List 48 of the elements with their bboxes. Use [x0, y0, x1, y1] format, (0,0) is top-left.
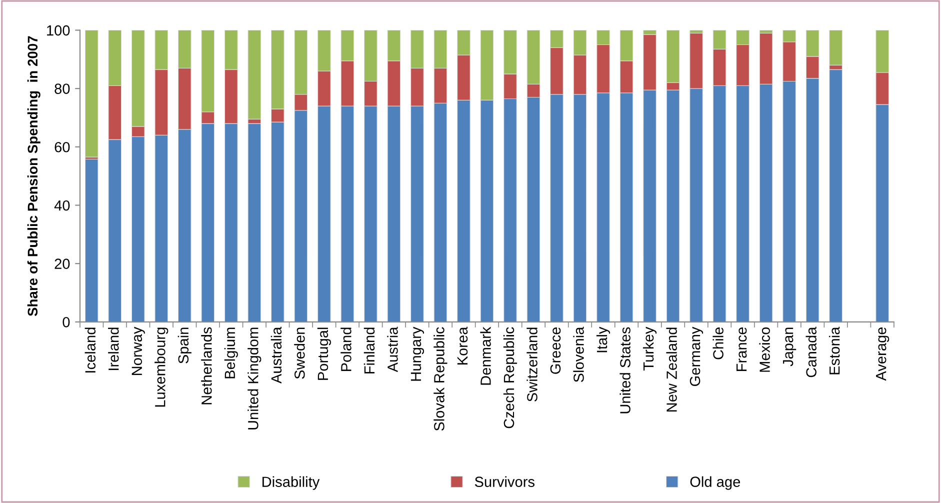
- bar: [84, 30, 98, 158]
- y-tick-label: 0: [62, 317, 70, 328]
- x-tick-label: Italy: [596, 326, 610, 352]
- x-tick-label: Spain: [178, 328, 192, 364]
- x-tick-label: Slovak Republic: [434, 327, 448, 431]
- x-tick-label: Korea: [457, 326, 468, 364]
- x-tick-label: Chile: [712, 327, 724, 360]
- bar: [248, 123, 262, 322]
- legend-label: Old age: [690, 476, 740, 490]
- x-tick-label: Greece: [550, 327, 561, 374]
- x-tick-label: Poland: [340, 328, 352, 371]
- y-tick-label: 80: [54, 84, 70, 94]
- bar: [84, 158, 98, 322]
- x-tick-label: Belgium: [224, 328, 238, 378]
- x-tick-label: Ireland: [108, 328, 119, 370]
- x-tick-label: Turkey: [642, 326, 657, 370]
- x-tick-label: Mexico: [759, 327, 770, 372]
- x-tick-label: Average: [876, 327, 890, 381]
- x-tick-label: Australia: [270, 326, 282, 384]
- x-tick-label: United States: [620, 327, 630, 414]
- x-tick-label: Finland: [364, 328, 375, 374]
- x-tick-label: Netherlands: [201, 327, 212, 404]
- x-tick-label: Switzerland: [526, 328, 538, 402]
- x-tick-label: Canada: [806, 326, 816, 378]
- x-tick-label: Norway: [132, 326, 145, 376]
- x-tick-label: Denmark: [480, 326, 491, 385]
- x-tick-label: Luxembourg: [154, 328, 168, 407]
- x-tick-label: Germany: [690, 326, 704, 386]
- y-axis-title: Share of Public Pension Spending in 2007: [27, 36, 40, 316]
- y-tick-label: 20: [54, 258, 70, 269]
- y-tick-label: 40: [54, 200, 70, 211]
- x-tick-label: Slovenia: [573, 326, 584, 382]
- y-tick-label: 60: [54, 142, 70, 152]
- x-tick-label: France: [736, 327, 747, 371]
- x-tick-label: Czech Republic: [503, 327, 518, 428]
- x-tick-label: New Zealand: [666, 328, 677, 412]
- x-tick-label: Portugal: [317, 328, 331, 380]
- x-tick-label: United Kingdom: [248, 328, 262, 430]
- x-tick-label: Sweden: [294, 328, 305, 379]
- x-tick-label: Japan: [783, 328, 796, 366]
- x-tick-label: Hungary: [410, 326, 424, 381]
- x-tick-label: Austria: [387, 326, 398, 372]
- bar: [829, 69, 842, 322]
- y-tick-label: 100: [47, 25, 70, 36]
- x-tick-label: Iceland: [84, 328, 96, 372]
- legend-label: Disability: [262, 476, 320, 490]
- x-tick-label: Estonia: [829, 326, 840, 374]
- legend-label: Survivors: [474, 476, 534, 487]
